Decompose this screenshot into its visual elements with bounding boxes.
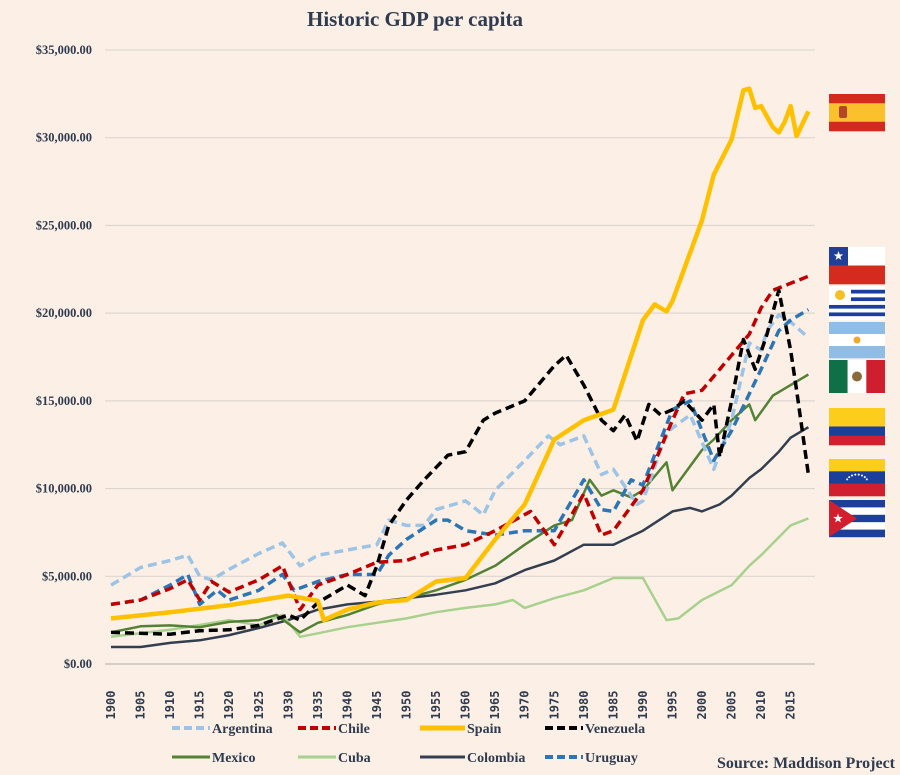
x-tick-label: 1955 — [429, 691, 443, 720]
flags — [829, 94, 885, 538]
x-tick-label: 1915 — [193, 691, 207, 720]
flag-venezuela-icon — [829, 459, 885, 497]
x-tick-label: 1950 — [400, 691, 414, 720]
series-line-argentina — [110, 313, 810, 587]
x-tick-label: 1985 — [606, 691, 620, 720]
x-tick-label: 1965 — [488, 691, 502, 720]
series-line-mexico — [110, 373, 810, 634]
series-line-uruguay — [110, 308, 810, 607]
series-line-colombia — [111, 426, 810, 649]
x-tick-label: 1900 — [104, 691, 118, 720]
legend-label-cuba: Cuba — [338, 751, 371, 766]
series-line-venezuela — [110, 288, 811, 636]
x-tick-label: 1990 — [636, 691, 650, 720]
flag-argentina-icon — [829, 322, 885, 359]
x-tick-label: 1940 — [340, 691, 354, 720]
flag-uruguay-icon — [829, 286, 885, 321]
series-lines — [110, 86, 811, 649]
x-tick-label: 1905 — [134, 691, 148, 720]
y-axis-ticks: $0.00 $5,000.00 $10,000.00 $15,000.00 $20,00… — [36, 43, 92, 671]
legend-label-argentina: Argentina — [212, 722, 273, 737]
x-tick-label: 1925 — [252, 691, 266, 720]
x-tick-label: 1920 — [222, 691, 236, 720]
legend-label-mexico: Mexico — [212, 751, 256, 766]
y-tick-label: $0.00 — [64, 657, 92, 671]
x-tick-label: 1975 — [547, 691, 561, 720]
x-tick-label: 1910 — [163, 691, 177, 720]
x-tick-label: 2015 — [784, 691, 798, 720]
y-tick-label: $30,000.00 — [36, 131, 92, 145]
y-tick-label: $10,000.00 — [36, 482, 92, 496]
legend-label-uruguay: Uruguay — [585, 751, 638, 766]
x-tick-label: 2005 — [725, 691, 739, 720]
x-tick-label: 1935 — [311, 691, 325, 720]
x-tick-label: 1995 — [665, 691, 679, 720]
chart-title: Historic GDP per capita — [307, 7, 523, 31]
flag-chile-icon — [829, 247, 885, 285]
flag-mexico-icon — [829, 360, 885, 393]
y-tick-label: $25,000.00 — [36, 218, 92, 232]
legend-label-chile: Chile — [338, 722, 370, 737]
source-note: Source: Maddison Project — [717, 755, 896, 772]
y-tick-label: $5,000.00 — [42, 569, 92, 583]
x-tick-label: 1945 — [370, 691, 384, 720]
flag-colombia-icon — [829, 408, 885, 446]
series-line-chile — [110, 274, 810, 612]
x-tick-label: 1970 — [518, 691, 532, 720]
legend-label-venezuela: Venezuela — [585, 722, 645, 737]
legend-label-colombia: Colombia — [467, 751, 525, 766]
gridlines — [105, 49, 815, 665]
x-tick-label: 2000 — [695, 691, 709, 720]
y-tick-label: $15,000.00 — [36, 394, 92, 408]
x-tick-label: 1930 — [281, 691, 295, 720]
flag-cuba-icon — [829, 500, 885, 538]
x-axis-ticks: 1900 1905 1910 1915 1920 1925 1930 1935 1940 1945… — [104, 691, 798, 720]
flag-spain-icon — [829, 94, 885, 132]
x-tick-label: 2010 — [754, 691, 768, 720]
x-tick-label: 1960 — [459, 691, 473, 720]
legend-label-spain: Spain — [467, 722, 501, 737]
y-tick-label: $35,000.00 — [36, 43, 92, 57]
y-tick-label: $20,000.00 — [36, 306, 92, 320]
legend: Argentina Chile Spain Venezuela Mexico Cuba Co… — [172, 722, 645, 766]
x-tick-label: 1980 — [577, 691, 591, 720]
series-line-spain — [110, 86, 811, 623]
